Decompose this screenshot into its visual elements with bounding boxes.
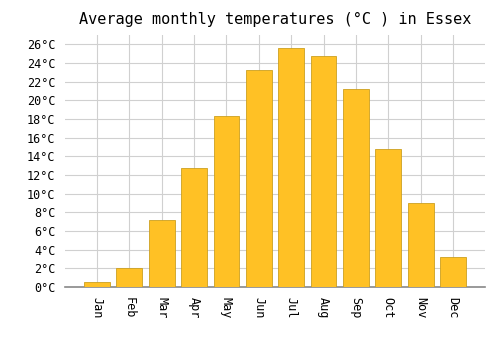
Bar: [116, 268, 142, 287]
Bar: [376, 149, 401, 287]
Bar: [343, 89, 369, 287]
Bar: [278, 48, 304, 287]
Bar: [84, 282, 110, 287]
Bar: [149, 220, 174, 287]
Bar: [408, 203, 434, 287]
Bar: [246, 70, 272, 287]
Bar: [310, 56, 336, 287]
Bar: [181, 168, 207, 287]
Bar: [214, 116, 240, 287]
Title: Average monthly temperatures (°C ) in Essex: Average monthly temperatures (°C ) in Es…: [79, 12, 471, 27]
Bar: [440, 257, 466, 287]
